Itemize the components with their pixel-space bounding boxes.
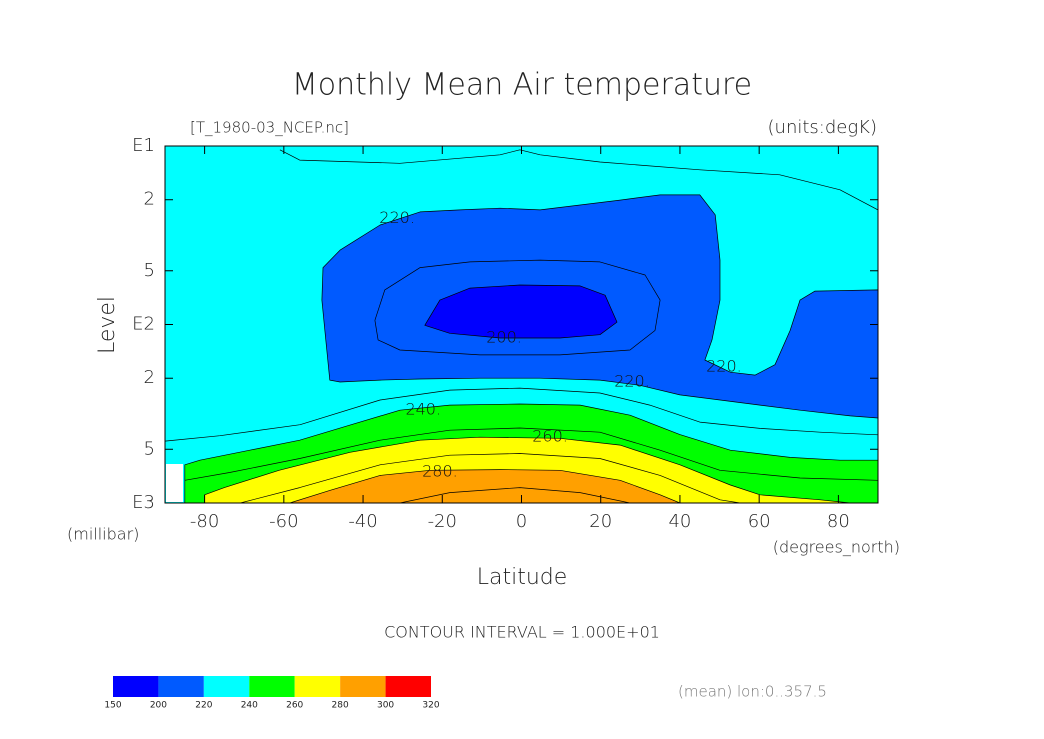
chart-title: Monthly Mean Air temperature (292, 68, 752, 103)
contour-line (399, 487, 631, 503)
x-axis-unit: (degrees_north) (773, 538, 900, 557)
y-tick-label: 5 (144, 438, 155, 459)
colorbar-label: 260 (286, 701, 303, 711)
contour-label: 220. (706, 356, 742, 375)
contour-label: 220. (379, 208, 415, 227)
colorbar-box (249, 676, 295, 697)
axes: -80 -60 -40 -20 0 20 40 60 80 E1 2 5 E2 2 5 E3 (132, 135, 878, 532)
colorbar-label: 220 (195, 701, 212, 711)
contour-line (374, 259, 661, 356)
contour-fill (424, 284, 618, 339)
y-tick-label: E2 (132, 314, 155, 335)
x-tick-label: -60 (269, 511, 298, 532)
x-tick-label: 20 (589, 511, 612, 532)
units-label: (units:degK) (768, 117, 877, 138)
colorbar-label: 240 (241, 701, 258, 711)
x-tick-label: -80 (190, 511, 219, 532)
colorbar-box (294, 676, 341, 697)
colorbar-label: 200 (150, 701, 167, 711)
missing-data (166, 464, 183, 502)
contour-label: 220. (614, 372, 650, 391)
colorbar-box (340, 676, 386, 697)
contour-labels: 220. 200. 220. 220. 240. 260. 280. (379, 208, 741, 480)
x-tick-label: 80 (827, 511, 850, 532)
contour-line (279, 149, 878, 211)
colorbar-box (113, 676, 159, 697)
file-label: [T_1980-03_NCEP.nc] (190, 119, 349, 137)
colorbar-box (203, 676, 250, 697)
colorbar-label: 280 (332, 701, 349, 711)
contour-label: 200. (486, 327, 522, 346)
y-tick-label: E3 (132, 492, 155, 513)
contour-label: 260. (532, 427, 568, 446)
contour-label: 240. (405, 400, 441, 419)
contour-fill (289, 469, 681, 503)
y-axis-unit: (millibar) (67, 525, 139, 544)
y-tick-label: 2 (144, 367, 155, 388)
x-axis-title: Latitude (477, 565, 568, 590)
x-tick-label: -20 (428, 511, 457, 532)
colorbar-box (158, 676, 204, 697)
contour-line (165, 387, 878, 442)
contour-area (165, 146, 878, 503)
contour-label: 280. (422, 461, 458, 480)
x-tick-label: 0 (516, 511, 527, 532)
y-tick-label: 2 (144, 189, 155, 210)
colorbar-label: 300 (377, 701, 394, 711)
y-axis-title: Level (95, 296, 120, 354)
contour-line (184, 427, 878, 481)
y-tick-label: 5 (144, 260, 155, 281)
colorbar: 150 200 220 240 260 280 300 320 (104, 676, 440, 711)
y-tick-label: E1 (132, 135, 155, 156)
x-tick-label: 40 (668, 511, 691, 532)
colorbar-label: 320 (422, 701, 439, 711)
footnote: (mean) lon:0..357.5 (678, 683, 827, 701)
x-tick-label: -40 (348, 511, 377, 532)
x-tick-label: 60 (748, 511, 771, 532)
contour-line (240, 453, 741, 503)
contour-note: CONTOUR INTERVAL = 1.000E+01 (384, 623, 660, 642)
colorbar-box (385, 676, 431, 697)
colorbar-label: 150 (104, 701, 121, 711)
